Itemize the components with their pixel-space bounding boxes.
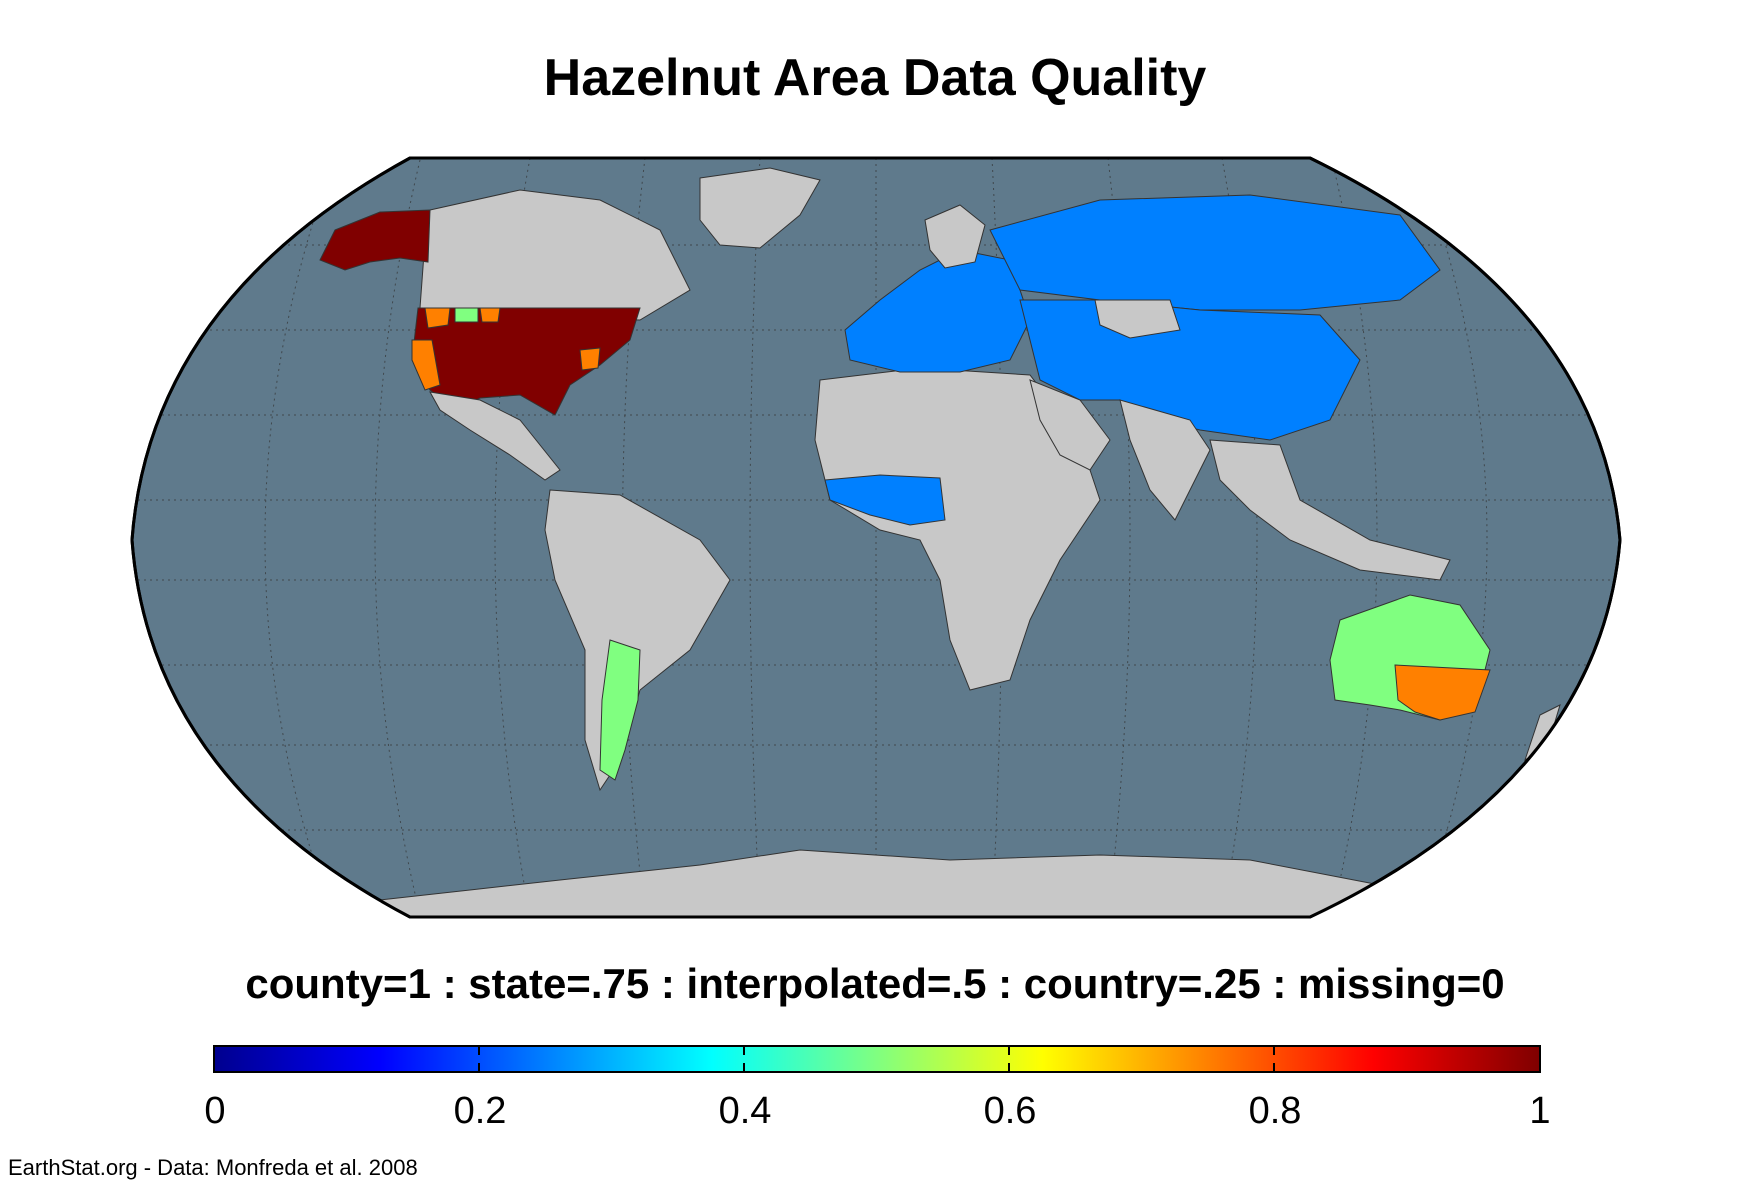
southeast-australia <box>1394 664 1491 721</box>
antarctica <box>379 849 1501 917</box>
argentina <box>599 639 641 781</box>
alaska <box>319 209 431 271</box>
colorbar-tick <box>478 1047 480 1055</box>
colorbar <box>213 1045 1541 1073</box>
usa-state-orange-northeast <box>479 307 501 323</box>
kazakhstan-missing <box>1094 299 1181 339</box>
montana <box>454 307 479 323</box>
colorbar-tick <box>478 1063 480 1071</box>
colorbar-tick <box>1273 1063 1275 1071</box>
scandinavia <box>924 204 986 269</box>
colorbar-tick-label: 0.4 <box>718 1090 772 1132</box>
mexico-central-america <box>429 391 561 481</box>
colorbar-tick <box>743 1047 745 1055</box>
india <box>1119 399 1211 521</box>
colorbar-tick <box>1008 1047 1010 1055</box>
usa-state-orange-west <box>411 339 441 391</box>
globe-outline <box>130 156 1622 919</box>
southeast-asia <box>1209 439 1451 581</box>
greenland <box>699 167 821 249</box>
west-africa <box>824 474 946 526</box>
colorbar-tick-label: 0 <box>204 1090 226 1132</box>
data-credit: EarthStat.org - Data: Monfreda et al. 20… <box>8 1155 418 1180</box>
usa-state-orange-east <box>579 347 601 371</box>
canada <box>419 189 691 321</box>
russia <box>989 194 1441 311</box>
legend-caption: county=1 : state=.75 : interpolated=.5 :… <box>245 960 1505 1007</box>
map-title: Hazelnut Area Data Quality <box>543 49 1207 107</box>
colorbar-tick <box>1008 1063 1010 1071</box>
colorbar-tick <box>1273 1047 1275 1055</box>
usa-state-orange-northwest <box>424 307 451 329</box>
middle-east <box>1029 379 1111 471</box>
colorbar-tick-label: 0.6 <box>983 1090 1037 1132</box>
colorbar-tick-label: 0.2 <box>453 1090 507 1132</box>
colorbar-tick-label: 0.8 <box>1248 1090 1302 1132</box>
colorbar-tick <box>743 1063 745 1071</box>
colorbar-tick-label: 1 <box>1529 1090 1551 1132</box>
